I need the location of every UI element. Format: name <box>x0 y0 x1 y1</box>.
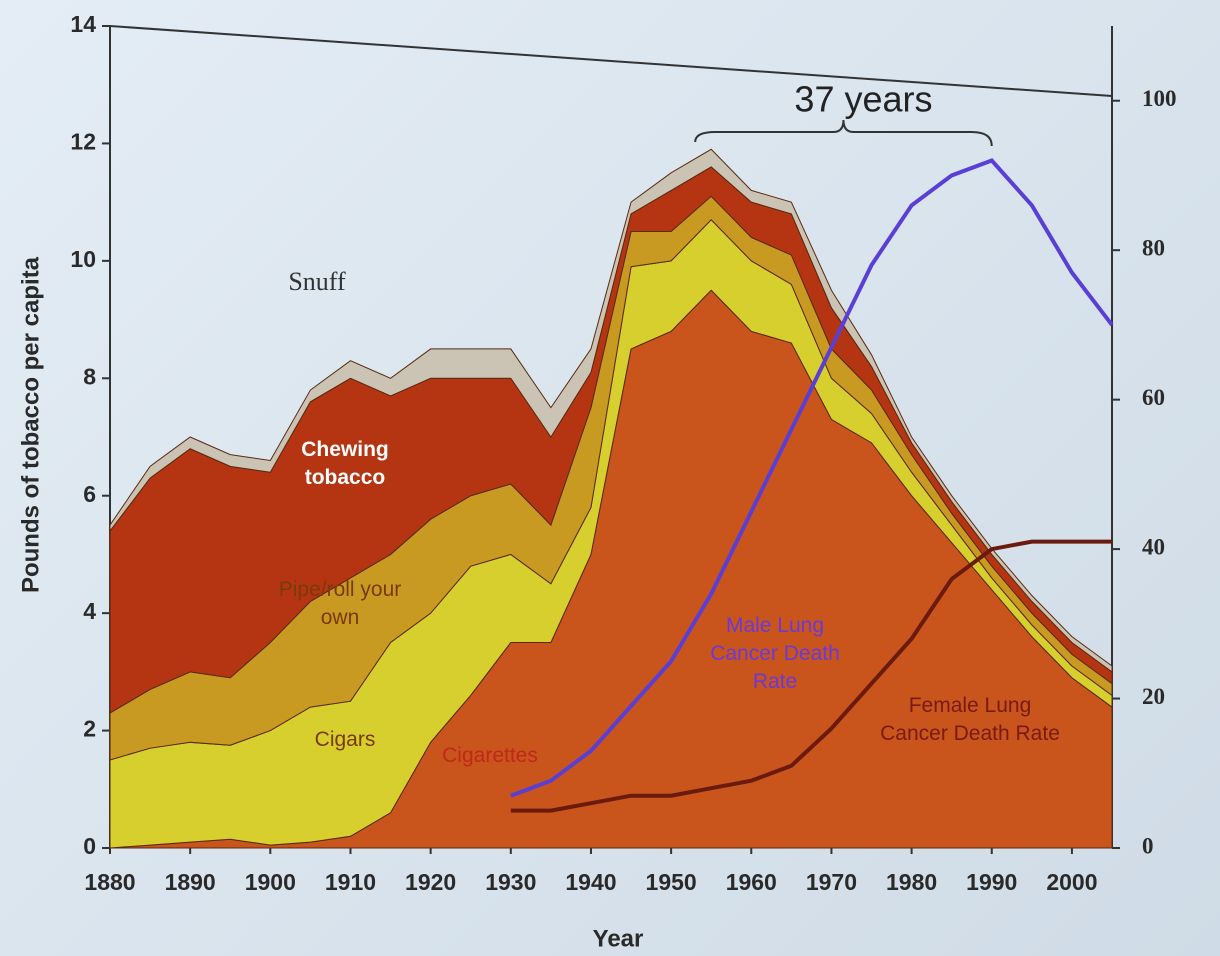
y2-tick-label: 0 <box>1142 833 1154 858</box>
x-tick-label: 1900 <box>245 869 296 895</box>
y2-tick-label: 40 <box>1142 534 1165 559</box>
y2-tick-label: 60 <box>1142 385 1165 410</box>
x-tick-label: 1880 <box>84 869 135 895</box>
areas <box>109 148 1113 849</box>
y2-tick-label: 80 <box>1142 235 1165 260</box>
y-tick-label: 0 <box>83 833 96 859</box>
x-tick-label: 1950 <box>646 869 697 895</box>
y2-tick-label: 100 <box>1142 86 1177 111</box>
x-axis-label: Year <box>593 925 644 952</box>
y-tick-label: 12 <box>70 129 96 155</box>
x-tick-label: 1930 <box>485 869 536 895</box>
x-tick-label: 1960 <box>726 869 777 895</box>
y2-tick-label: 20 <box>1142 684 1165 709</box>
annotation: 37 years <box>794 79 932 120</box>
x-tick-label: 1920 <box>405 869 456 895</box>
line <box>510 539 1112 813</box>
x-tick-label: 1890 <box>165 869 216 895</box>
series-label: Cigarettes <box>442 744 538 767</box>
x-tick-label: 1940 <box>565 869 616 895</box>
x-tick-label: 1980 <box>886 869 937 895</box>
line-label: Female Lung Cancer Death Rate <box>880 694 1060 745</box>
series-label: Chewing tobacco <box>301 438 389 489</box>
area <box>109 148 1113 673</box>
series-label: Pipe/roll your own <box>278 578 402 629</box>
series-label: Cigars <box>314 728 376 751</box>
y-axis-label: Pounds of tobacco per capita <box>17 256 44 593</box>
x-tick-label: 1970 <box>806 869 857 895</box>
series-label: Snuff <box>288 267 346 296</box>
x-tick-label: 2000 <box>1046 869 1097 895</box>
y-tick-label: 8 <box>83 363 96 389</box>
y-tick-label: 4 <box>83 598 96 624</box>
x-tick-label: 1910 <box>325 869 376 895</box>
top-border <box>109 25 1113 97</box>
y-tick-label: 10 <box>70 246 96 272</box>
bracket <box>694 119 993 147</box>
x-tick-label: 1990 <box>966 869 1017 895</box>
y-tick-label: 2 <box>83 716 96 742</box>
line <box>510 158 1114 798</box>
y-tick-label: 6 <box>83 481 96 507</box>
line-label: Male Lung Cancer Death Rate <box>710 614 840 693</box>
y-tick-label: 14 <box>70 11 96 37</box>
